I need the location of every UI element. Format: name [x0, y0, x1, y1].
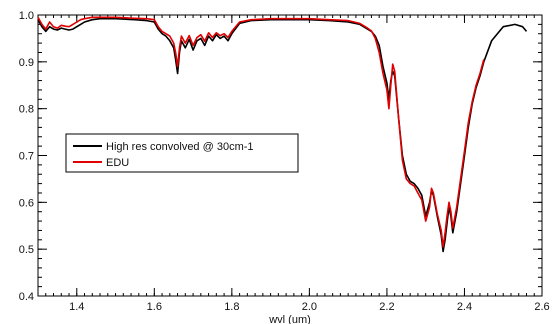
x-tick-label: 2.2 — [379, 301, 394, 313]
x-tick-label: 2.0 — [302, 301, 317, 313]
legend-box — [65, 133, 299, 173]
x-axis-title: wvl (um) — [268, 314, 311, 324]
series-line-edu — [37, 16, 485, 248]
y-tick-label: 0.7 — [19, 151, 34, 163]
y-tick-label: 0.5 — [19, 244, 34, 256]
y-tick-label: 0.4 — [19, 291, 34, 303]
x-tick-label: 1.8 — [224, 301, 239, 313]
y-tick-label: 0.6 — [19, 197, 34, 209]
y-tick-label: 1.0 — [19, 10, 34, 22]
major-ticks — [38, 14, 543, 297]
series-layer — [37, 16, 528, 253]
y-tick-label: 0.8 — [19, 104, 34, 116]
x-tick-label: 2.4 — [457, 301, 472, 313]
x-tick-labels: 1.4 1.6 1.8 2.0 2.2 2.4 2.6 — [69, 301, 550, 313]
y-tick-labels: 0.4 0.5 0.6 0.7 0.8 0.9 1.0 — [19, 10, 34, 303]
x-tick-label: 1.6 — [147, 301, 162, 313]
x-tick-label: 2.6 — [534, 301, 549, 313]
legend-label-high-res: High res convolved @ 30cm-1 — [106, 141, 254, 153]
legend: High res convolved @ 30cm-1 EDU — [65, 133, 299, 173]
x-tick-label: 1.4 — [69, 301, 84, 313]
y-tick-label: 0.9 — [19, 57, 34, 69]
legend-label-edu: EDU — [106, 157, 129, 169]
